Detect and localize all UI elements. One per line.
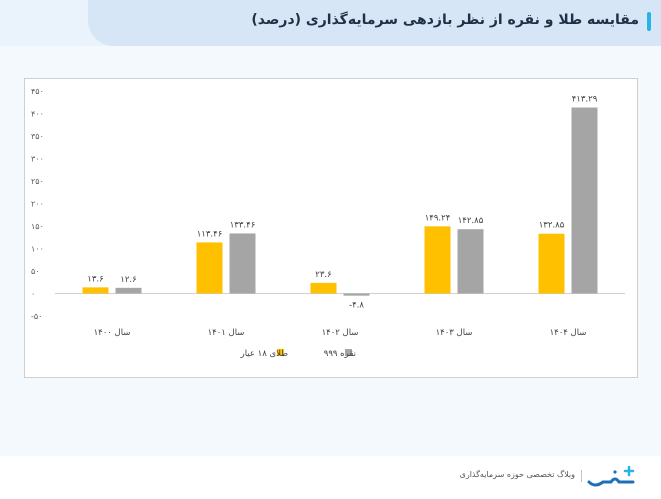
site-logo[interactable] [585,464,639,496]
page-title: مقایسه طلا و نقره از نظر بازدهی سرمایه‌گ… [251,12,639,28]
bar [457,229,484,294]
x-tick-label: سال ۱۴۰۱ [208,328,245,338]
data-label: ۲۳.۶ [315,270,331,280]
bar [229,233,256,294]
data-label: ۱۱۳.۴۶ [197,229,223,239]
y-tick-label: -۵۰ [31,312,42,321]
data-label: ۱۳۳.۴۶ [230,220,256,230]
y-tick-label: ۱۵۰ [31,222,44,231]
title-accent-bar [647,12,651,31]
bar [310,282,337,294]
data-label: ۱۴۹.۲۴ [425,213,451,223]
data-label: ۴۱۳.۲۹ [572,95,598,105]
data-label: -۴.۸ [349,301,364,311]
y-tick-label: ۵۰ [31,267,40,276]
logo-icon [587,465,635,487]
bar [424,226,451,294]
bar [196,242,223,294]
data-label: ۱۲.۶ [120,275,136,285]
header-banner: مقایسه طلا و نقره از نظر بازدهی سرمایه‌گ… [88,0,661,46]
y-tick-label: ۲۵۰ [31,177,44,186]
x-tick-label: سال ۱۴۰۳ [436,328,473,338]
legend-label: طلای ۱۸ عیار [240,349,289,359]
legend-label: نقره ۹۹۹ [324,349,356,359]
bar-chart: -۵۰ ۰ ۵۰ ۱۰۰ ۱۵۰ ۲۰۰ ۲۵۰ ۳۰۰ ۳۵۰ ۴۰۰ ۴۵۰ ۱۳.۶ ۱۲.۶ سا… [31,87,625,359]
footer: وبلاگ تخصصی حوزه سرمایه‌گذاری [0,456,661,499]
bar [343,293,370,296]
bar [82,287,109,294]
x-tick-label: سال ۱۴۰۴ [550,328,587,338]
footer-divider [581,470,582,482]
y-tick-label: ۳۵۰ [31,132,44,141]
bar [115,287,142,294]
y-tick-label: ۲۰۰ [31,200,44,209]
legend-swatch [345,349,352,356]
data-label: ۱۴۲.۸۵ [458,216,484,226]
data-label: ۱۳.۶ [87,274,103,284]
data-label: ۱۳۲.۸۵ [539,221,565,231]
bar [571,107,598,294]
y-tick-label: ۳۰۰ [31,155,44,164]
x-tick-label: سال ۱۴۰۲ [322,328,359,338]
bar [538,233,565,294]
y-tick-label: ۴۵۰ [31,87,44,96]
x-tick-label: سال ۱۴۰۰ [94,328,131,338]
y-tick-label: ۰ [31,290,35,299]
footer-tagline: وبلاگ تخصصی حوزه سرمایه‌گذاری [459,470,575,479]
y-tick-label: ۴۰۰ [31,110,44,119]
y-tick-label: ۱۰۰ [31,245,44,254]
chart-container: -۵۰ ۰ ۵۰ ۱۰۰ ۱۵۰ ۲۰۰ ۲۵۰ ۳۰۰ ۳۵۰ ۴۰۰ ۴۵۰ ۱۳.۶ ۱۲.۶ سا… [24,78,638,378]
legend-swatch [277,349,284,356]
